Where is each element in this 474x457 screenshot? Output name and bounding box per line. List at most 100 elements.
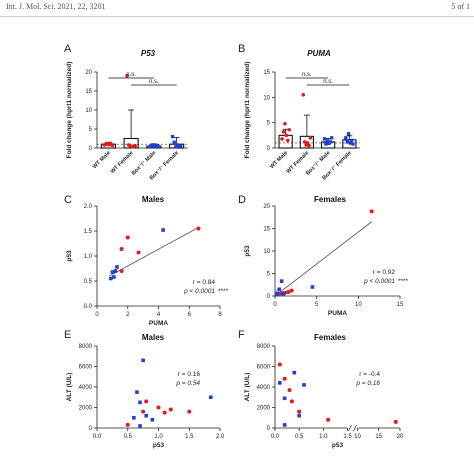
y-y-tick-label: 8000: [79, 344, 93, 350]
x-tick-label: 1.0: [154, 434, 163, 440]
page-number: 5 of 1: [451, 2, 470, 11]
data-point-wt: [393, 419, 398, 424]
data-point-ko: [161, 228, 165, 232]
data-point-wt: [287, 388, 292, 393]
data-point: [283, 121, 287, 126]
x-axis-label: PUMA: [149, 320, 168, 327]
data-point-wt: [119, 247, 124, 251]
y-tick-label: 15: [263, 70, 270, 76]
data-point: [178, 144, 183, 148]
y-y-tick-label: 6000: [257, 365, 271, 371]
sig-label: n.s.: [149, 79, 159, 85]
regression-line: [109, 227, 199, 277]
y-y-tick-label: 0: [89, 426, 93, 432]
x-tick-label: 20: [397, 434, 404, 440]
data-point-ko: [113, 269, 118, 273]
y-y-tick-label: 4000: [79, 385, 93, 391]
x-tick-label: 1.5: [185, 434, 194, 440]
panel-letter-b: B: [238, 43, 245, 55]
data-point-wt: [289, 288, 294, 293]
data-point-wt: [196, 226, 201, 231]
data-point-wt: [286, 289, 291, 294]
data-point-wt: [369, 209, 374, 214]
y-y-tick-label: 2000: [257, 406, 271, 412]
data-point-ko: [302, 383, 306, 387]
data-point-ko: [279, 279, 284, 283]
data-point-wt: [187, 409, 192, 414]
y-y-tick-label: 1.5: [84, 229, 93, 235]
data-point: [133, 143, 137, 148]
x-tick-label: 8: [218, 312, 222, 318]
data-point-ko: [310, 285, 315, 289]
y-y-tick-label: 20: [263, 204, 270, 210]
data-point: [346, 132, 351, 136]
y-y-label: p53: [244, 245, 251, 257]
data-point: [287, 127, 292, 132]
x-tick-label: 0: [273, 302, 277, 308]
x-tick-label: 15: [375, 434, 382, 440]
data-point-wt: [119, 269, 124, 273]
y-tick-label: 15: [85, 89, 92, 95]
x-tick-label: 10: [355, 302, 362, 308]
data-point-wt: [125, 235, 130, 240]
y-tick-label: 0: [89, 146, 93, 152]
data-point: [330, 136, 334, 140]
x-tick-label: 10: [354, 434, 361, 440]
panel-b-title: PUMA: [307, 49, 331, 58]
panel-letter-e: E: [64, 329, 71, 341]
data-point: [125, 74, 129, 78]
data-point-ko: [274, 292, 279, 297]
data-point: [301, 93, 306, 97]
data-point: [284, 133, 289, 138]
data-point-wt: [141, 409, 146, 414]
bar: [278, 134, 293, 149]
y-axis-label: Fold change (hprt1 normalized): [66, 62, 73, 159]
data-point-ko: [112, 275, 116, 279]
axis-break: [353, 424, 357, 432]
data-point: [174, 145, 178, 149]
panel-b-chart: 0 5 10 15 Fold change (hprt1 normalized) WT M…: [244, 62, 360, 181]
data-point: [348, 141, 352, 145]
r-value: r = -0.4: [359, 371, 380, 378]
p-value: p = 0.54: [175, 380, 200, 387]
y-y-tick-label: 6000: [79, 365, 93, 371]
data-point: [328, 140, 332, 144]
sig-label: n.s.: [323, 79, 333, 85]
y-y-tick-label: 2000: [79, 406, 93, 412]
y-tick-label: 5: [267, 121, 271, 127]
x-tick-label: 4: [157, 312, 161, 318]
y-tick-label: 20: [85, 70, 92, 76]
r-value: r = 0.84: [193, 279, 216, 286]
data-point-ko: [150, 418, 155, 422]
data-point-ko: [297, 413, 301, 418]
data-point-ko: [138, 424, 142, 428]
y-y-label: ALT (U/L): [244, 373, 251, 402]
x-tick-label: 2: [126, 312, 130, 318]
regression-line: [274, 221, 372, 297]
y-tick-label: 10: [263, 95, 270, 101]
x-tick-label: 5: [315, 302, 319, 308]
data-point: [302, 140, 307, 144]
data-point-ko: [282, 423, 287, 427]
panel-letter-c: C: [64, 194, 72, 206]
data-point-ko: [141, 358, 145, 363]
category-label: WT Male: [92, 150, 112, 170]
p-value: p < 0.0001: [363, 278, 395, 285]
data-point-ko: [278, 381, 282, 385]
panel-f-chart: 0.0 0.5 1.0 1.5 10 15 20 p53 0 2000 4000 6000 8000 AL…: [244, 344, 404, 449]
data-point-ko: [292, 370, 297, 375]
data-point-ko: [109, 276, 113, 281]
panel-f-title: Females: [314, 333, 347, 342]
data-point-wt: [144, 399, 149, 404]
y-tick-label: 10: [85, 108, 92, 114]
x-tick-label: 0: [95, 312, 99, 318]
panel-letter-f: F: [238, 329, 245, 341]
x-tick-label: 2.0: [216, 434, 225, 440]
journal-citation: Int. J. Mol. Sci. 2021, 22, 3201: [6, 2, 106, 11]
data-point-ko: [115, 265, 119, 269]
x-tick-label: 1.0: [319, 434, 328, 440]
y-y-tick-label: 4000: [257, 385, 271, 391]
data-point-ko: [281, 291, 286, 296]
data-point-ko: [282, 396, 287, 401]
data-point: [324, 142, 328, 146]
